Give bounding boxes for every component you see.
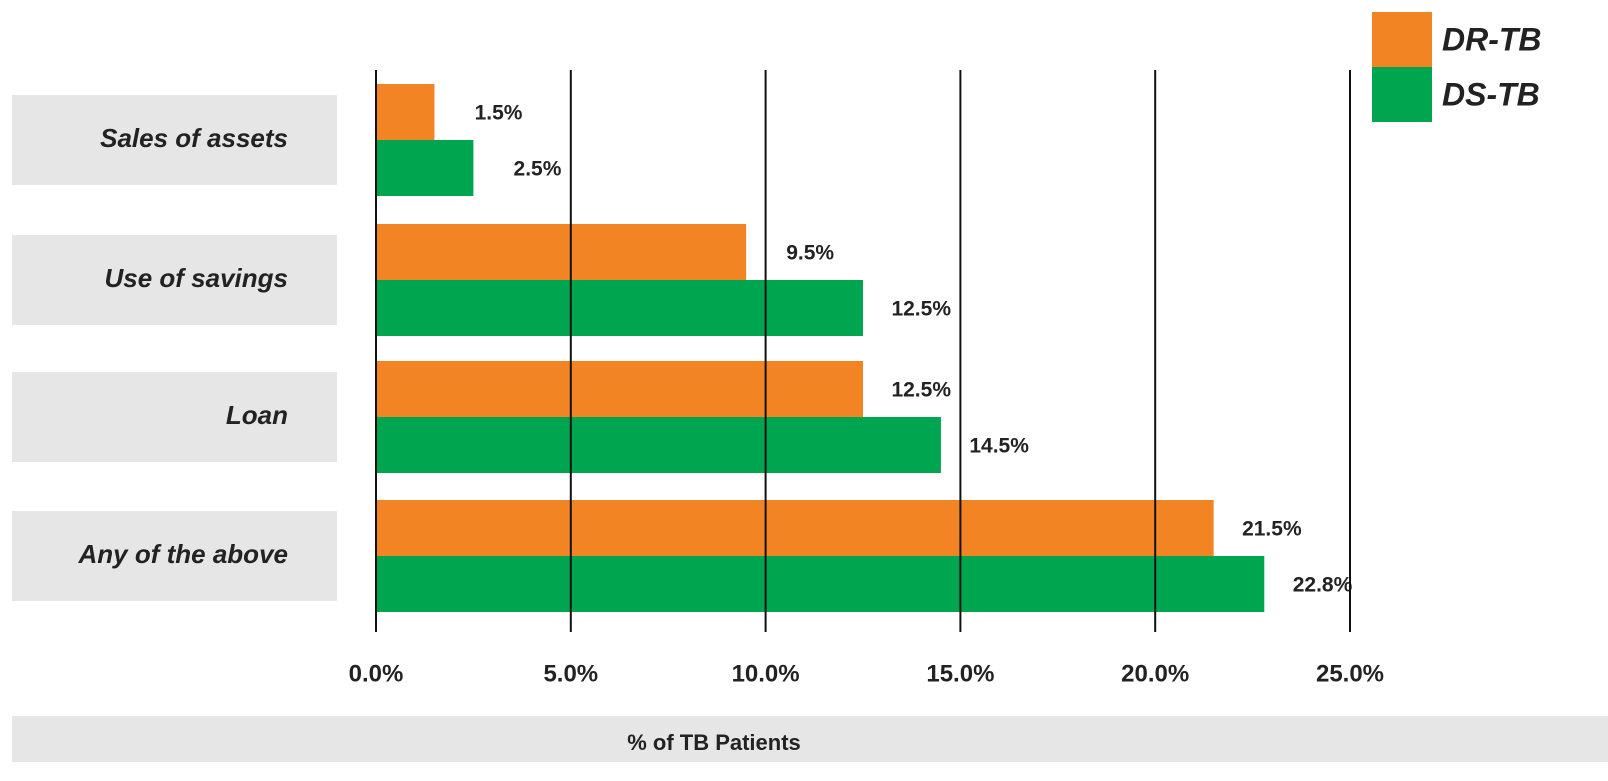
axis-title-band <box>12 716 1608 762</box>
value-label: 1.5% <box>475 102 523 125</box>
x-tick-label: 5.0% <box>543 660 598 687</box>
category-label: Loan <box>226 400 288 430</box>
category-label: Any of the above <box>78 539 288 569</box>
value-label: 2.5% <box>514 158 562 181</box>
bar <box>376 361 863 417</box>
legend-label: DS-TB <box>1442 76 1540 112</box>
value-label: 9.5% <box>786 242 834 265</box>
category-label: Sales of assets <box>100 123 288 153</box>
x-tick-label: 20.0% <box>1121 660 1189 687</box>
value-label: 21.5% <box>1242 518 1302 541</box>
bar <box>376 84 435 140</box>
category-label: Use of savings <box>104 263 288 293</box>
legend-label: DR-TB <box>1442 21 1542 57</box>
x-axis-title: % of TB Patients <box>627 730 801 755</box>
value-label: 12.5% <box>891 298 951 321</box>
x-tick-label: 15.0% <box>926 660 994 687</box>
value-label: 22.8% <box>1293 574 1353 597</box>
category-band <box>12 95 337 185</box>
bar <box>376 280 863 336</box>
bar <box>376 556 1265 612</box>
bar <box>376 140 474 196</box>
category-band <box>12 235 337 325</box>
x-tick-label: 10.0% <box>732 660 800 687</box>
x-tick-label: 0.0% <box>349 660 404 687</box>
value-label: 12.5% <box>891 379 951 402</box>
bar <box>376 500 1214 556</box>
legend-swatch <box>1372 12 1432 67</box>
bar <box>376 224 747 280</box>
category-band <box>12 511 337 601</box>
legend-swatch <box>1372 67 1432 122</box>
value-label: 14.5% <box>969 435 1029 458</box>
bar <box>376 417 941 473</box>
x-tick-label: 25.0% <box>1316 660 1384 687</box>
category-band <box>12 372 337 462</box>
